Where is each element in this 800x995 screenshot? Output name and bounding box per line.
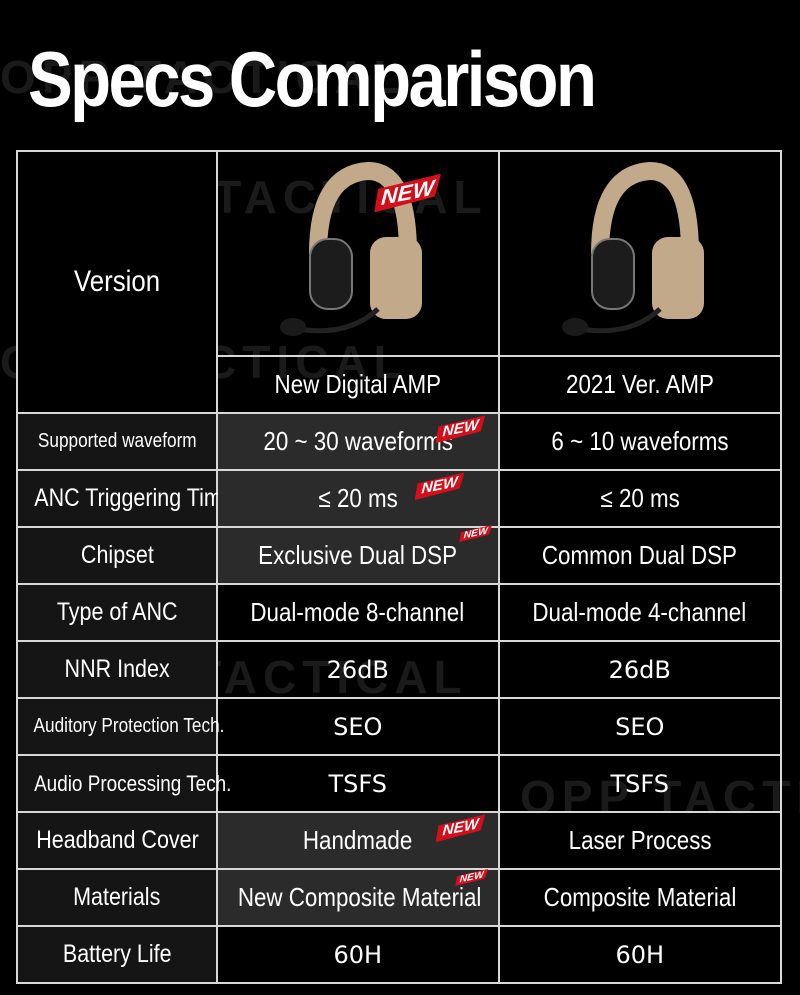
table-row: Auditory Protection Tech. SEO SEO [15, 697, 783, 756]
table-row: Battery Life 60H 60H [15, 925, 783, 984]
table-row: Materials New Composite Material NEW Compos… [15, 868, 783, 927]
headset-image [561, 161, 704, 336]
new-badge: NEW [415, 472, 465, 500]
cell-text: New Composite Material [237, 882, 482, 912]
row-label: Chipset [15, 526, 219, 585]
table-row: NNR Index 26dB 26dB [15, 640, 783, 699]
new-value: New Composite Material NEW [216, 868, 500, 927]
cell-text: Battery Life [62, 940, 172, 968]
page-title: Specs Comparison [28, 35, 597, 123]
cell-text: 60H [615, 940, 665, 969]
cell-text: 60H [333, 940, 383, 969]
cell-text: ANC Triggering Time [34, 484, 234, 512]
cell-text: SEO [333, 712, 383, 741]
table-row: Type of ANC Dual-mode 8-channel Dual-mode … [15, 583, 783, 642]
cell-text: Type of ANC [56, 598, 178, 626]
new-badge: NEW [459, 525, 492, 542]
cell-text: Composite Material [543, 882, 737, 912]
cell-text: Laser Process [568, 825, 712, 855]
old-value: Dual-mode 4-channel [497, 583, 783, 642]
row-label: Battery Life [15, 925, 219, 984]
row-label: ANC Triggering Time [15, 469, 234, 528]
version-label: Version [73, 265, 161, 298]
row-label: Auditory Protection Tech. [15, 697, 224, 756]
cell-text: Dual-mode 4-channel [532, 597, 747, 627]
row-label: Materials [15, 868, 219, 927]
new-value: Handmade NEW [216, 811, 500, 870]
table-row: ANC Triggering Time ≤ 20 ms NEW ≤ 20 ms [15, 469, 783, 528]
new-value: TSFS [216, 754, 500, 813]
cell-text: TSFS [610, 769, 670, 798]
headset-image [279, 161, 422, 336]
new-value: 60H [216, 925, 500, 984]
cell-text: Audio Processing Tech. [34, 770, 232, 796]
new-badge: NEW [435, 415, 485, 443]
specs-table: Version NEW New Digital AMP 2021 Ver. AM… [15, 150, 783, 984]
table-row: Audio Processing Tech. TSFS TSFS [15, 754, 783, 813]
cell-text: 26dB [608, 655, 671, 684]
row-label: Audio Processing Tech. [15, 754, 231, 813]
old-value: Composite Material [497, 868, 783, 927]
old-value: Laser Process [497, 811, 783, 870]
cell-text: Materials [73, 883, 161, 911]
old-value: TSFS [497, 754, 783, 813]
old-value: SEO [497, 697, 783, 756]
cell-text: ≤ 20 ms [318, 483, 398, 513]
cell-text: 6 ~ 10 waveforms [551, 426, 729, 456]
cell-text: Supported waveform [37, 430, 197, 452]
watermark: OPP TACTICAL [0, 51, 408, 103]
table-row: Chipset Exclusive Dual DSP NEW Common Dual … [15, 525, 783, 585]
product-name-new: New Digital AMP [216, 355, 500, 414]
cell-text: ≤ 20 ms [600, 483, 680, 513]
cell-text: 26dB [326, 655, 389, 684]
cell-text: NNR Index [64, 655, 170, 683]
cell-text: Handmade [303, 825, 413, 855]
new-value: Dual-mode 8-channel [216, 583, 500, 642]
new-badge: NEW [435, 814, 485, 842]
cell-text: 20 ~ 30 waveforms [263, 426, 453, 456]
cell-text: Chipset [80, 541, 154, 569]
table-row: Supported waveform 20 ~ 30 waveforms NEW 6 … [15, 412, 783, 471]
row-label: Headband Cover [15, 811, 219, 870]
old-value: 6 ~ 10 waveforms [497, 412, 783, 471]
row-label: NNR Index [15, 640, 219, 699]
cell-text: TSFS [328, 769, 388, 798]
cell-text: SEO [615, 712, 665, 741]
new-value: Exclusive Dual DSP NEW [216, 525, 500, 585]
cell-text: Exclusive Dual DSP [258, 540, 458, 570]
new-value: ≤ 20 ms NEW [216, 469, 500, 528]
old-value: 26dB [497, 640, 783, 699]
cell-text: New Digital AMP [274, 369, 442, 399]
product-image-new: NEW [216, 150, 500, 357]
cell-text: Common Dual DSP [542, 540, 738, 570]
old-value: Common Dual DSP [497, 526, 783, 585]
cell-text: 2021 Ver. AMP [565, 369, 714, 399]
cell-text: Headband Cover [35, 826, 199, 854]
cell-text: Dual-mode 8-channel [250, 597, 465, 627]
version-label-cell: Version [15, 150, 219, 414]
new-value: SEO [216, 697, 500, 756]
new-value: 20 ~ 30 waveforms NEW [216, 412, 500, 471]
product-name-old: 2021 Ver. AMP [497, 355, 783, 414]
new-value: 26dB [216, 640, 500, 699]
row-label: Type of ANC [15, 583, 219, 642]
product-image-old [497, 150, 783, 357]
old-value: ≤ 20 ms [497, 469, 783, 528]
cell-text: Auditory Protection Tech. [33, 715, 225, 737]
old-value: 60H [497, 925, 783, 984]
row-label: Supported waveform [15, 412, 219, 471]
table-row: Headband Cover Handmade NEW Laser Process [15, 811, 783, 870]
